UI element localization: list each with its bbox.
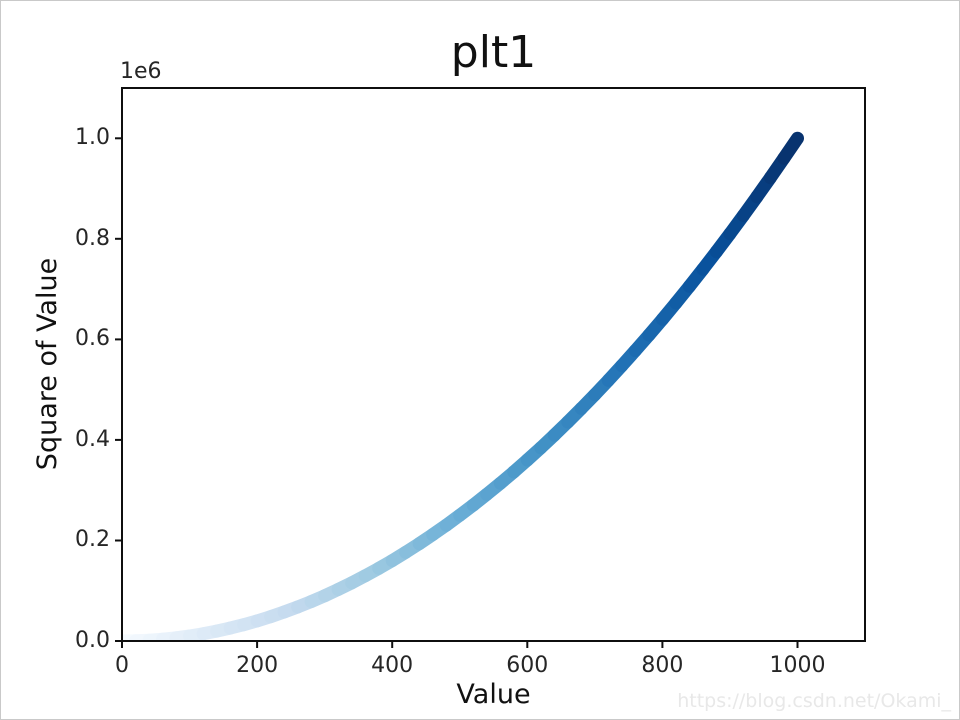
x-tick-label: 1000: [769, 653, 826, 678]
watermark-text: https://blog.csdn.net/Okami_: [677, 690, 951, 712]
y-tick-label: 0.4: [75, 426, 110, 452]
tick-marks: [115, 137, 799, 648]
x-tick-label: 400: [371, 653, 414, 678]
x-axis-label: Value: [456, 679, 531, 710]
y-axis-offset-text: 1e6: [120, 59, 162, 84]
x-tick-label: 600: [506, 653, 549, 678]
y-tick-label: 0.6: [75, 326, 110, 352]
scatter-series: [122, 131, 804, 641]
y-axis-label: Square of Value: [32, 257, 63, 471]
y-tick-label: 0.2: [75, 527, 110, 553]
x-tick-label: 200: [236, 653, 279, 678]
chart-title: plt1: [450, 27, 537, 78]
x-tick-label: 800: [641, 653, 684, 678]
y-tick-label: 1.0: [75, 125, 110, 151]
x-tick-label: 0: [115, 653, 129, 678]
plot-frame: [121, 87, 866, 642]
y-tick-label: 0.0: [75, 628, 110, 653]
y-tick-label: 0.8: [75, 225, 110, 251]
